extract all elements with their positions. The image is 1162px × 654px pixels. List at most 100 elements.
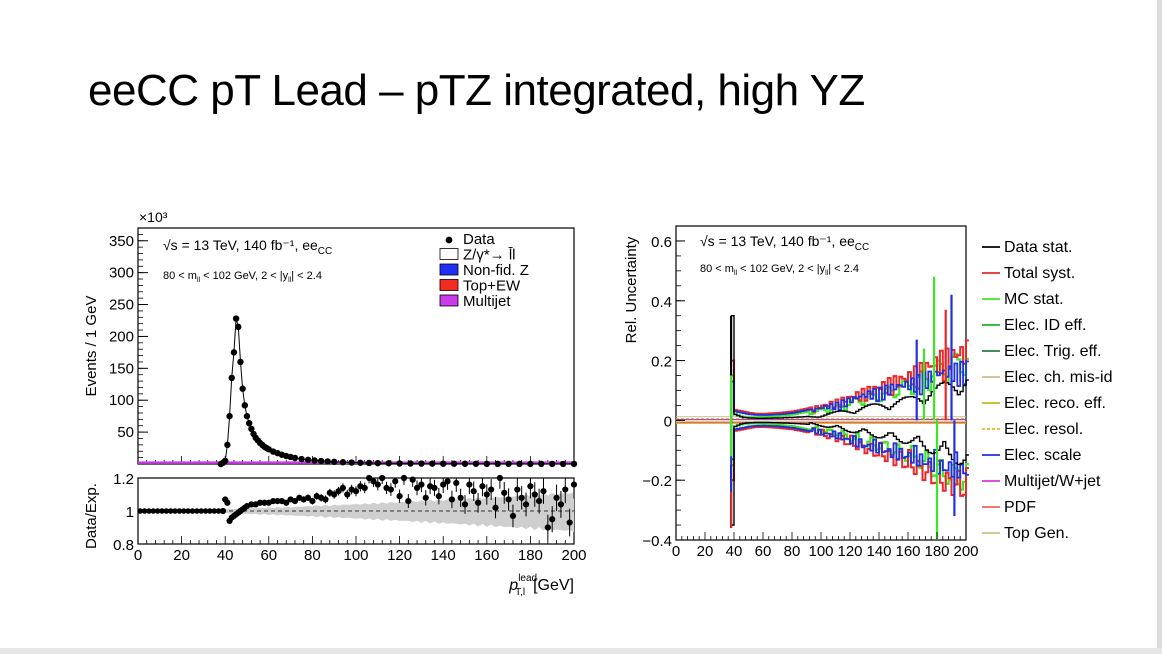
ratio-data-point	[453, 479, 460, 487]
ratio-data-point	[553, 494, 560, 501]
ratio-data-point	[256, 499, 264, 506]
distribution-data-point	[483, 460, 490, 468]
ratio-x-tick-label: 180	[518, 547, 543, 564]
legend-marker-box	[439, 248, 459, 260]
ratio-data-point	[470, 488, 477, 495]
unc-y-tick-label: 0.4	[651, 294, 672, 311]
ratio-panel: 0.8 1 1.2 0 20 40 60 80 100 120 140 160 180 200 Data…	[83, 471, 587, 598]
unc-legend-label: PDF	[1004, 499, 1036, 516]
unc-x-tick-label: 100	[808, 543, 833, 560]
distribution-data-point	[418, 460, 425, 467]
ratio-x-tick-label: 120	[387, 547, 412, 564]
distribution-data-point	[348, 459, 355, 466]
ratio-data-point	[309, 498, 316, 505]
ratio-data-point	[570, 481, 578, 488]
ratio-x-tick-label: 160	[474, 547, 499, 564]
distribution-data-point	[226, 412, 233, 420]
distribution-panel: 50 100 150 200 250 300 350 ×10³ Events / 1 GeV…	[83, 209, 578, 468]
ratio-y-ticks: 0.8 1 1.2	[113, 471, 146, 554]
dist-ann-sub2: ll	[197, 277, 201, 284]
ratio-data-point	[207, 508, 213, 514]
ratio-data-point	[422, 494, 429, 501]
ratio-data-point	[518, 494, 525, 501]
ratio-data-point	[522, 501, 530, 508]
distribution-data-point	[331, 458, 338, 466]
distribution-data-point	[538, 460, 545, 468]
distribution-data-point	[570, 460, 578, 468]
unc-legend-label: Elec. ch. mis-id	[1004, 369, 1112, 386]
uncertainty-y-label: Rel. Uncertainty	[623, 236, 640, 343]
unc-ann-sub3: ll	[825, 270, 829, 277]
legend-marker-box	[439, 263, 459, 276]
ratio-x-tick-label: 40	[217, 547, 234, 564]
distribution-data-point	[243, 412, 251, 420]
distribution-data-point	[505, 460, 512, 468]
unc-legend-label: Elec. ID eff.	[1004, 317, 1086, 334]
ratio-y-label: Data/Exp.	[83, 483, 100, 549]
ratio-data-point	[141, 508, 148, 514]
legend-label: Z/γ*→ l̄l	[463, 247, 516, 264]
unc-y-tick-label: −0.2	[642, 473, 672, 490]
unc-x-tick-label: 200	[953, 543, 978, 560]
unc-ann-line2a: 80 < m	[700, 263, 734, 275]
ratio-data-point	[180, 508, 187, 514]
elec-scale-down-line	[731, 424, 969, 479]
ratio-data-point	[440, 481, 447, 488]
ratio-data-point	[457, 494, 464, 501]
ratio-data-point	[283, 499, 290, 506]
dist-y-tick-label: 250	[109, 297, 134, 314]
ratio-data-point	[405, 498, 412, 505]
ratio-data-point	[444, 478, 451, 485]
ratio-data-point	[418, 481, 425, 488]
ratio-data-point	[352, 488, 360, 495]
ratio-data-point	[549, 516, 556, 523]
ratio-data-point	[483, 491, 490, 498]
unc-ann-sub2: ll	[734, 270, 738, 277]
ratio-data-point	[488, 486, 495, 493]
dist-y-tick-label: 150	[109, 360, 134, 377]
unc-ann-line2c: | < 2.4	[828, 263, 859, 275]
ratio-data-point	[248, 501, 255, 508]
distribution-data-point	[224, 441, 231, 449]
unc-x-tick-label: 140	[866, 543, 891, 560]
z-gamma-prediction-line	[220, 318, 574, 465]
unc-x-tick-label: 40	[726, 543, 743, 560]
distribution-data-point	[494, 460, 501, 468]
dist-y-tick-label: 50	[117, 424, 134, 441]
uncertainty-panel: −0.4 −0.2 0 0.2 0.4 0.6 0 20 40 60 80 100 120 140 160…	[623, 225, 1112, 560]
distribution-data-point	[235, 323, 242, 331]
ratio-x-tick-label: 80	[304, 547, 321, 564]
distribution-data-point	[304, 456, 312, 464]
ratio-data-point	[557, 501, 565, 508]
ratio-data-point	[304, 494, 312, 501]
distribution-data-point	[239, 385, 246, 392]
distribution-data-point	[396, 460, 403, 467]
ratio-data-point	[194, 508, 200, 514]
unc-legend-label: Multijet/W+jet	[1004, 473, 1101, 490]
distribution-data-point	[549, 460, 556, 468]
ratio-data-point	[431, 484, 438, 491]
ratio-data-point	[224, 499, 231, 506]
unc-y-tick-label: −0.4	[642, 533, 672, 550]
ratio-data-point	[202, 508, 209, 514]
ratio-data-point	[291, 498, 299, 505]
distribution-data-point	[228, 374, 235, 382]
uncertainty-legend: Data stat. Total syst. MC stat. Elec. ID ef…	[982, 239, 1112, 542]
unc-x-tick-label: 80	[784, 543, 801, 560]
distribution-data-point	[472, 460, 480, 467]
ratio-x-ticks: 0 20 40 60 80 100 120 140 160 180 200	[134, 536, 587, 564]
distribution-data-point	[230, 349, 238, 356]
uncertainty-annotation: √s = 13 TeV, 140 fb⁻¹, eeCC 80 < mll < 1…	[688, 232, 928, 278]
total-syst-up-line	[731, 339, 969, 415]
ratio-data-point	[198, 508, 205, 514]
ratio-data-point	[137, 508, 143, 514]
unc-legend-label: Elec. Trig. eff.	[1004, 343, 1102, 360]
distribution-data-point	[317, 457, 325, 465]
uncertainty-annotation-bg	[688, 232, 928, 278]
unc-y-tick-label: 0.2	[651, 354, 672, 371]
ratio-data-point	[379, 474, 386, 482]
distribution-y-label: Events / 1 GeV	[83, 296, 100, 397]
distribution-multiplier: ×10³	[139, 209, 168, 225]
ratio-data-point	[370, 478, 377, 485]
